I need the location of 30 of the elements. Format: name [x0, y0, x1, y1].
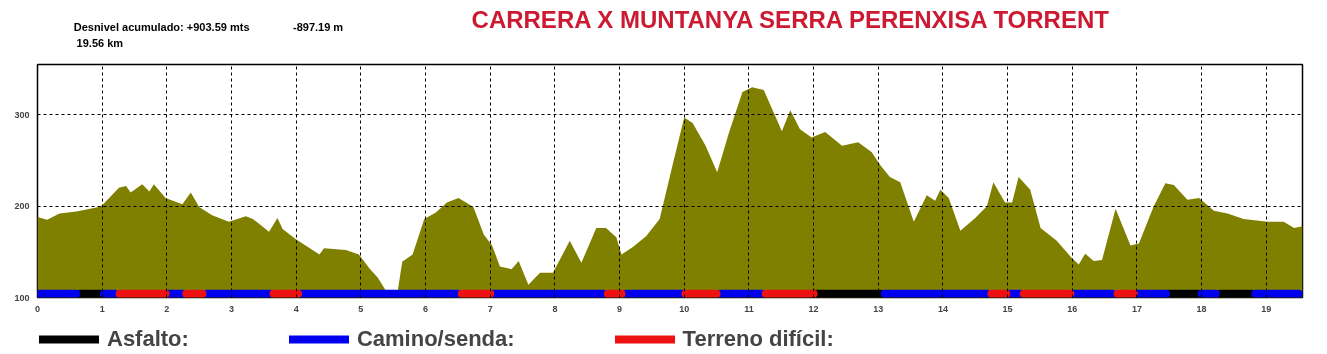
text: Desnivel acumulado: +903.59 mts — [73, 20, 250, 33]
x-tick-label: 16 — [1067, 303, 1078, 314]
x-tick-label: 14 — [937, 303, 948, 314]
y-tick-label: 200 — [14, 201, 30, 212]
x-tick-label: 18 — [1196, 303, 1207, 314]
x-tick-label: 9 — [617, 303, 623, 314]
x-tick-label: 1 — [99, 303, 105, 314]
x-tick-label: 12 — [808, 303, 819, 314]
y-tick-label: 300 — [14, 109, 30, 120]
y-tick-label: 100 — [14, 292, 30, 303]
legend-label: Asfalto: — [107, 326, 189, 352]
x-tick-label: 13 — [873, 303, 884, 314]
x-tick-label: 10 — [679, 303, 690, 314]
x-tick-label: 4 — [293, 303, 299, 314]
chart-title: CARRERA X MUNTANYA SERRA PERENXISA TORRENT — [471, 5, 1110, 33]
x-tick-label: 2 — [164, 303, 170, 314]
legend-label: Camino/senda: — [356, 326, 515, 352]
x-tick-label: 6 — [423, 303, 429, 314]
x-tick-label: 11 — [744, 303, 754, 314]
legend-label: Terreno difícil: — [682, 326, 834, 352]
x-tick-label: 15 — [1002, 303, 1013, 314]
text: 19.56 km — [76, 36, 124, 49]
x-tick-label: 8 — [552, 303, 558, 314]
x-tick-label: 19 — [1261, 303, 1272, 314]
x-tick-label: 5 — [358, 303, 364, 314]
x-tick-label: 17 — [1131, 303, 1142, 314]
x-tick-label: 7 — [487, 303, 493, 314]
text: -897.19 m — [292, 20, 344, 33]
x-tick-label: 3 — [229, 303, 235, 314]
x-tick-label: 0 — [35, 303, 41, 314]
